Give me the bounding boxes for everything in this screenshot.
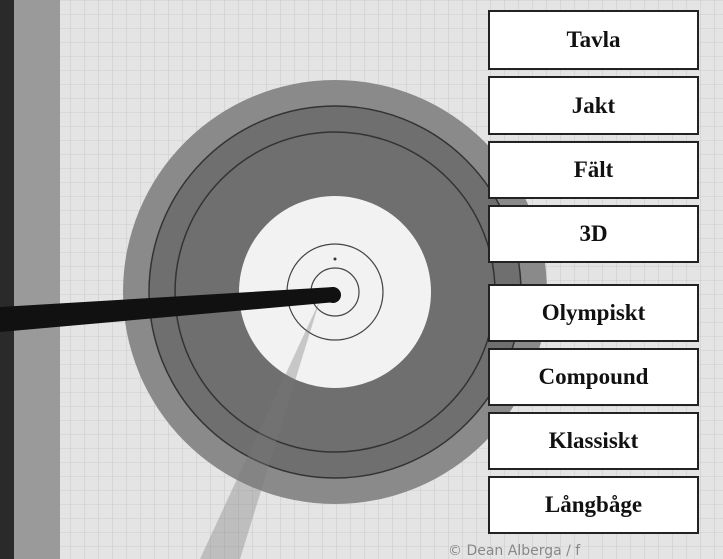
menu-button[interactable]: Jakt: [488, 76, 699, 135]
menu-button[interactable]: Klassiskt: [488, 412, 699, 470]
photo-credit: © Dean Alberga / f: [448, 543, 580, 559]
menu-button[interactable]: Compound: [488, 348, 699, 406]
menu-button[interactable]: Olympiskt: [488, 284, 699, 342]
menu-button[interactable]: Fält: [488, 141, 699, 199]
menu-button[interactable]: Långbåge: [488, 476, 699, 534]
menu-button[interactable]: Tavla: [488, 10, 699, 70]
menu-button[interactable]: 3D: [488, 205, 699, 263]
screen: Tavla Jakt Fält 3D Olympiskt Compound Kl…: [0, 0, 723, 559]
